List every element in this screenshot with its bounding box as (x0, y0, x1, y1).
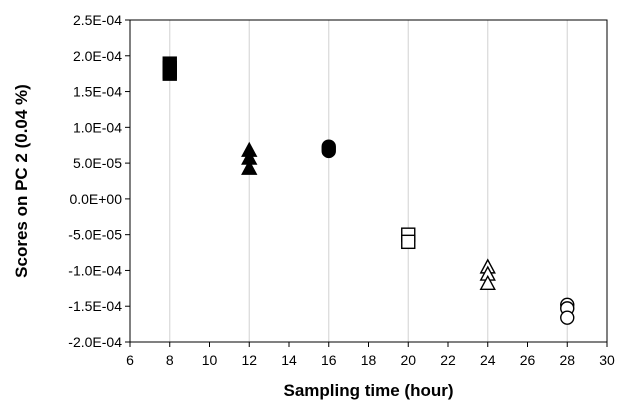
x-tick-label: 20 (400, 352, 416, 368)
x-tick-label: 26 (520, 352, 536, 368)
data-point-triangle (241, 159, 258, 175)
data-point-circle (321, 143, 336, 159)
y-tick-label: 2.0E-04 (73, 48, 122, 64)
y-tick-label: 1.5E-04 (73, 84, 122, 100)
y-tick-label: 2.5E-04 (73, 12, 122, 28)
x-tick-label: 12 (241, 352, 257, 368)
y-tick-label: -1.0E-04 (68, 262, 122, 278)
x-axis-tick-labels: 6 8 10 12 14 16 18 20 22 24 26 28 30 (126, 352, 615, 368)
y-tick-label: -2.0E-04 (68, 334, 122, 350)
y-tick-label: -5.0E-05 (68, 227, 122, 243)
x-tick-label: 8 (166, 352, 174, 368)
y-tick-label: 0.0E+00 (69, 191, 122, 207)
x-tick-label: 16 (321, 352, 337, 368)
x-tick-label: 24 (480, 352, 496, 368)
x-axis-title: Sampling time (hour) (284, 381, 454, 400)
gridlines (169, 20, 568, 342)
data-point-triangle (479, 274, 496, 291)
x-tick-label: 22 (440, 352, 456, 368)
y-tick-label: 1.0E-04 (73, 119, 122, 135)
x-tick-label: 28 (559, 352, 575, 368)
x-tick-label: 30 (599, 352, 615, 368)
data-point-square (401, 234, 416, 250)
data-point-circle (560, 310, 575, 325)
data-points (162, 56, 575, 325)
x-tick-label: 18 (361, 352, 377, 368)
x-tick-label: 10 (202, 352, 218, 368)
y-axis-title: Scores on PC 2 (0.04 %) (12, 84, 31, 278)
plot-area-border (129, 19, 608, 343)
x-tick-label: 14 (281, 352, 297, 368)
y-axis-tick-labels: 2.5E-04 2.0E-04 1.5E-04 1.0E-04 5.0E-05 0.0E+… (68, 12, 122, 350)
y-tick-label: 5.0E-05 (73, 155, 122, 171)
y-tick-label: -1.5E-04 (68, 298, 122, 314)
axis-ticks (125, 19, 608, 347)
x-tick-label: 6 (126, 352, 134, 368)
data-point-square (162, 66, 177, 81)
